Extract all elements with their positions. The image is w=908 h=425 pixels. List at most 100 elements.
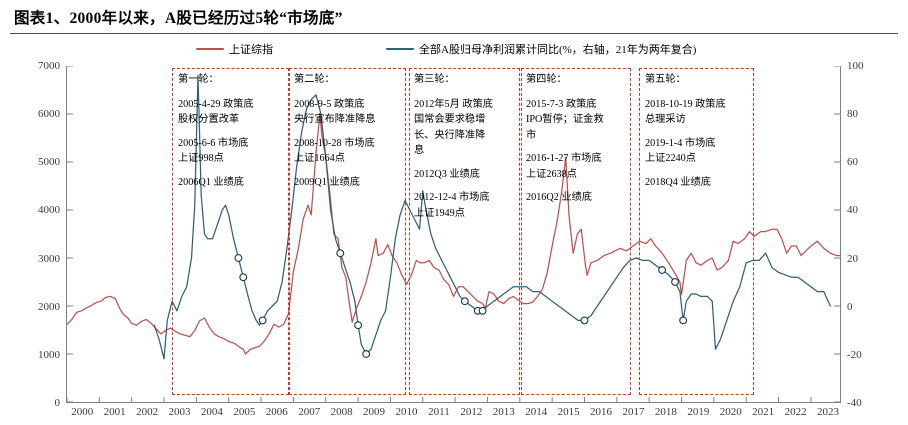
annotation-gap <box>414 182 515 190</box>
annotation-gap <box>526 143 626 151</box>
y-tick-left: 6000 <box>38 108 60 121</box>
annotation-spacer <box>645 88 750 97</box>
x-tick: 2017 <box>622 406 645 418</box>
legend-item-profit-growth: 全部A股归母净利润累计同比(%，右轴，21年为两年复合) <box>386 41 696 57</box>
annotation-gap <box>645 167 750 175</box>
annotation-text-round-5: 第五轮： 2018-10-19 政策底 总理采访 2019-1-4 市场底 上证2240… <box>645 72 750 190</box>
annotation-header-round-5: 第五轮： <box>645 74 686 85</box>
x-tick: 2021 <box>752 406 775 418</box>
y-axis-left-labels: 7000 6000 5000 4000 3000 2000 1000 0 <box>16 60 60 409</box>
data-point-marker <box>355 322 362 329</box>
annotation-line: 长、央行降准降 <box>414 129 486 141</box>
x-tick: 2002 <box>136 406 159 418</box>
title-divider <box>10 33 898 35</box>
data-point-marker <box>363 351 370 358</box>
data-point-marker <box>259 317 266 324</box>
annotation-line: 总理采访 <box>645 114 686 125</box>
y-tick-right: 80 <box>847 108 858 121</box>
y-tick-right: -40 <box>847 397 862 409</box>
annotation-header-round-1: 第一轮： <box>178 74 219 85</box>
x-tick: 2010 <box>395 406 418 418</box>
y-tick-left: 1000 <box>38 348 60 361</box>
annotation-line: 2008-10-28 市场底 <box>294 137 375 149</box>
annotation-gap <box>178 167 285 175</box>
annotation-text-round-4: 第四轮： 2015-7-3 政策底 IPO暂停；证金救市 2016-1-27 市场底上… <box>526 72 626 206</box>
legend-label-sse-index: 上证综指 <box>229 44 273 56</box>
annotation-line: IPO暂停；证金救 <box>526 114 604 125</box>
annotation-text-round-2: 第二轮： 2008-9-5 政策底 央行宣布降准降息 2008-10-28 市场底 上证… <box>294 72 401 190</box>
y-tick-right: 60 <box>847 156 858 169</box>
legend-swatch-profit-growth <box>386 47 414 51</box>
annotation-header-round-3: 第三轮： <box>414 74 455 85</box>
annotation-spacer <box>294 88 401 97</box>
series-line-sse-index <box>67 114 840 354</box>
annotation-line: 国常会要求稳增 <box>414 114 486 125</box>
annotation-gap <box>294 128 401 136</box>
annotation-gap <box>526 182 626 190</box>
annotation-line: 息 <box>414 145 425 156</box>
annotation-line: 2005-6-6 市场底 <box>178 137 249 149</box>
x-tick: 2000 <box>71 406 94 418</box>
data-point-marker <box>240 274 247 281</box>
x-tick: 2019 <box>687 406 710 418</box>
y-tick-right: 40 <box>847 204 858 217</box>
data-point-marker <box>337 250 344 257</box>
annotation-line: 2016-1-27 市场底 <box>526 153 602 164</box>
annotation-gap <box>414 159 515 167</box>
y-tick-right: 100 <box>847 60 864 72</box>
annotation-line: 2016Q2 业绩底 <box>526 192 592 203</box>
y-tick-left: 4000 <box>38 204 60 217</box>
x-tick: 2014 <box>525 406 548 418</box>
annotation-line: 2012Q3 业绩底 <box>414 168 480 180</box>
x-tick: 2001 <box>103 406 126 418</box>
annotation-text-round-1: 第一轮： 2005-4-29 政策底 股权分置改革 2005-6-6 市场底 上证998… <box>178 72 285 190</box>
data-point-marker <box>672 279 679 286</box>
annotation-gap <box>645 128 750 136</box>
data-point-marker <box>659 267 666 274</box>
x-tick: 2022 <box>784 406 807 418</box>
x-tick: 2023 <box>817 406 840 418</box>
annotation-text-round-3: 第三轮： 2012年5月 政策底 国常会要求稳增 长、央行降准降息 2012Q3 业绩底… <box>414 72 515 221</box>
y-tick-right: -20 <box>847 348 862 361</box>
x-tick: 2003 <box>168 406 191 418</box>
annotation-line: 2005-4-29 政策底 <box>178 98 254 110</box>
y-tick-left: 2000 <box>38 300 60 313</box>
x-tick: 2013 <box>492 406 515 418</box>
x-tick: 2016 <box>590 406 613 418</box>
page-title: 图表1、2000年以来，A股已经历过5轮“市场底” <box>14 10 343 27</box>
annotation-header-round-2: 第二轮： <box>294 74 335 85</box>
annotation-line: 上证2638点 <box>526 168 577 180</box>
x-tick: 2005 <box>233 406 256 418</box>
y-tick-left: 7000 <box>38 60 60 72</box>
annotation-line: 上证998点 <box>178 153 224 164</box>
series-line-profit-growth <box>154 76 830 359</box>
y-axis-right-labels: 100 80 60 40 20 0 -20 -40 <box>847 60 897 409</box>
annotation-line: 2008-9-5 政策底 <box>294 98 365 110</box>
chart-canvas <box>67 66 840 402</box>
annotation-line: 2006Q1 业绩底 <box>178 176 244 188</box>
legend-label-profit-growth: 全部A股归母净利润累计同比(%，右轴，21年为两年复合) <box>419 44 697 56</box>
x-tick: 2006 <box>265 406 288 418</box>
x-tick: 2008 <box>330 406 353 418</box>
annotation-line: 上证2240点 <box>645 153 696 164</box>
x-tick: 2004 <box>200 406 223 418</box>
annotation-gap <box>294 167 401 175</box>
annotation-spacer <box>526 88 626 97</box>
y-tick-left: 5000 <box>38 156 60 169</box>
annotation-line: 2009Q1 业绩底 <box>294 176 360 188</box>
annotation-line: 2012-12-4 市场底 <box>414 192 490 203</box>
data-point-marker <box>461 298 468 305</box>
annotation-spacer <box>414 88 515 97</box>
annotation-line: 2019-1-4 市场底 <box>645 137 716 149</box>
x-tick: 2015 <box>557 406 580 418</box>
legend-swatch-sse-index <box>196 47 224 51</box>
annotation-gap <box>178 128 285 136</box>
x-tick: 2012 <box>460 406 483 418</box>
chart-legend: 上证综指 全部A股归母净利润累计同比(%，右轴，21年为两年复合) <box>0 40 908 58</box>
annotation-line: 上证1664点 <box>294 153 345 164</box>
annotation-header-round-4: 第四轮： <box>526 74 567 85</box>
annotation-line: 2018Q4 业绩底 <box>645 176 711 188</box>
annotation-line: 2012年5月 政策底 <box>414 98 493 110</box>
annotation-line: 市 <box>526 129 537 141</box>
